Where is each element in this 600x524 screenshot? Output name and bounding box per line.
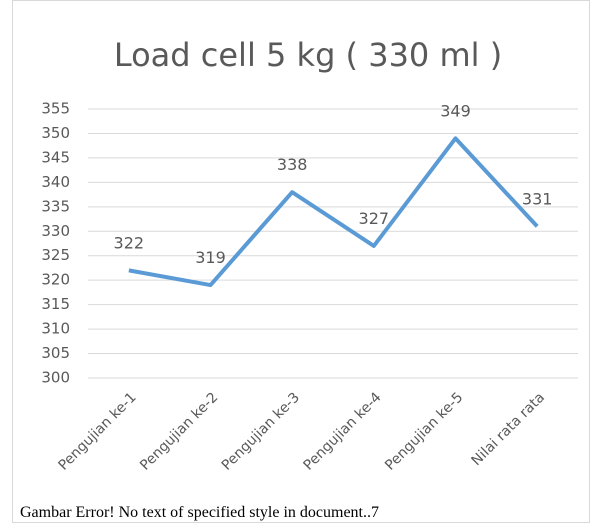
- data-label: 319: [195, 248, 226, 267]
- data-label: 331: [522, 189, 553, 208]
- chart-title: Load cell 5 kg ( 330 ml ): [114, 36, 502, 74]
- y-tick-label: 335: [41, 197, 70, 215]
- chart-border: [12, 0, 590, 523]
- y-tick-label: 345: [41, 148, 70, 166]
- data-label: 322: [114, 233, 145, 252]
- x-tick-label: Pengujian ke-5: [382, 390, 466, 474]
- y-tick-label: 325: [41, 246, 70, 264]
- y-tick-label: 340: [41, 173, 70, 191]
- data-label: 327: [359, 209, 390, 228]
- x-tick-label: Nilai rata rata: [468, 390, 548, 470]
- y-tick-label: 320: [41, 271, 70, 289]
- y-tick-label: 330: [41, 222, 70, 240]
- y-tick-label: 305: [41, 344, 70, 362]
- x-tick-label: Pengujian ke-4: [300, 389, 384, 473]
- y-tick-label: 350: [41, 124, 70, 142]
- caption: Gambar Error! No text of specified style…: [20, 504, 379, 521]
- y-tick-label: 355: [41, 100, 70, 118]
- line: [128, 136, 539, 288]
- x-tick-label: Pengujian ke-2: [137, 390, 221, 474]
- data-label: 349: [440, 101, 471, 120]
- y-tick-label: 315: [41, 295, 70, 313]
- x-tick-label: Pengujian ke-3: [219, 390, 303, 474]
- data-label: 338: [277, 155, 308, 174]
- y-tick-label: 310: [41, 320, 70, 338]
- y-tick-label: 300: [41, 369, 70, 387]
- x-tick-label: Pengujian ke-1: [55, 390, 139, 474]
